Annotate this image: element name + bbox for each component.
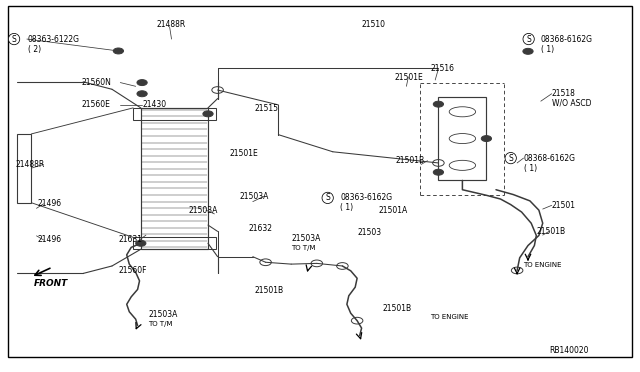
Circle shape bbox=[433, 169, 444, 175]
Text: 21501B: 21501B bbox=[383, 304, 412, 312]
Text: 21501E: 21501E bbox=[395, 73, 424, 81]
Text: 21430: 21430 bbox=[142, 100, 166, 109]
Circle shape bbox=[523, 48, 533, 54]
Text: 21503A: 21503A bbox=[148, 310, 178, 319]
Bar bbox=[17, 134, 31, 203]
Circle shape bbox=[113, 48, 124, 54]
Text: 21501A: 21501A bbox=[379, 206, 408, 215]
Circle shape bbox=[203, 111, 213, 117]
Text: 21515: 21515 bbox=[255, 104, 279, 113]
Text: W/O ASCD: W/O ASCD bbox=[552, 99, 591, 108]
Text: 21488R: 21488R bbox=[16, 160, 45, 169]
Text: TO T/M: TO T/M bbox=[148, 321, 173, 327]
Text: 21510: 21510 bbox=[362, 20, 385, 29]
Text: 21501B: 21501B bbox=[536, 227, 566, 236]
Text: 08363-6122G: 08363-6122G bbox=[28, 35, 79, 44]
Text: 21501B: 21501B bbox=[396, 156, 425, 165]
Circle shape bbox=[137, 91, 147, 97]
Text: 21501B: 21501B bbox=[255, 286, 284, 295]
Text: ( 1): ( 1) bbox=[524, 164, 537, 173]
Text: FRONT: FRONT bbox=[34, 279, 68, 288]
Bar bbox=[133, 237, 216, 249]
Text: 21503A: 21503A bbox=[240, 192, 269, 201]
Text: 21503A: 21503A bbox=[291, 234, 321, 243]
Text: S: S bbox=[526, 35, 531, 44]
Bar bbox=[141, 108, 208, 249]
Text: 21503A: 21503A bbox=[189, 206, 218, 215]
Bar bbox=[133, 108, 216, 120]
Text: ( 1): ( 1) bbox=[541, 45, 554, 54]
Text: TO ENGINE: TO ENGINE bbox=[524, 262, 562, 268]
Text: TO T/M: TO T/M bbox=[291, 246, 316, 251]
Text: RB140020: RB140020 bbox=[549, 346, 589, 355]
Text: ( 2): ( 2) bbox=[28, 45, 41, 54]
Text: 21496: 21496 bbox=[37, 235, 61, 244]
Bar bbox=[438, 97, 486, 180]
Circle shape bbox=[433, 101, 444, 107]
Text: 21496: 21496 bbox=[37, 199, 61, 208]
Text: S: S bbox=[12, 35, 17, 44]
Circle shape bbox=[136, 240, 146, 246]
Circle shape bbox=[481, 135, 492, 141]
Text: S: S bbox=[325, 193, 330, 202]
Text: TO ENGINE: TO ENGINE bbox=[430, 314, 468, 320]
Text: 21501: 21501 bbox=[552, 201, 576, 210]
Text: 21488R: 21488R bbox=[157, 20, 186, 29]
Text: 21632: 21632 bbox=[248, 224, 273, 233]
Text: 21503: 21503 bbox=[357, 228, 381, 237]
Text: 21518: 21518 bbox=[552, 89, 575, 98]
Text: 21560E: 21560E bbox=[82, 100, 111, 109]
Circle shape bbox=[137, 80, 147, 86]
Text: ( 1): ( 1) bbox=[340, 203, 354, 212]
Text: 21516: 21516 bbox=[430, 64, 454, 73]
Text: S: S bbox=[508, 154, 513, 163]
Text: 21631: 21631 bbox=[118, 235, 143, 244]
Text: 08368-6162G: 08368-6162G bbox=[524, 154, 575, 163]
Text: 21501E: 21501E bbox=[229, 149, 258, 158]
Text: 08368-6162G: 08368-6162G bbox=[541, 35, 593, 44]
Text: 21560N: 21560N bbox=[82, 78, 112, 87]
Text: 21560F: 21560F bbox=[118, 266, 147, 275]
Text: 08363-6162G: 08363-6162G bbox=[340, 193, 392, 202]
